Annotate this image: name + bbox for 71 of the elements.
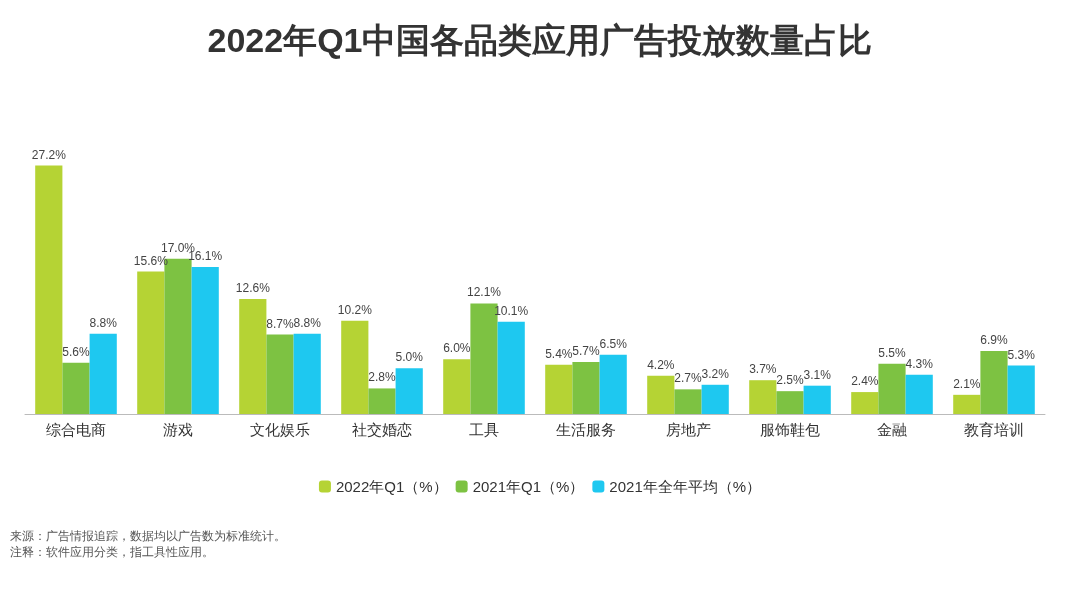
data-label: 6.5% — [599, 336, 628, 351]
data-label: 27.2% — [31, 147, 67, 162]
bar — [497, 321, 525, 414]
data-label: 5.0% — [395, 350, 424, 365]
data-label: 2.5% — [776, 373, 804, 388]
bar — [749, 380, 777, 414]
bar — [35, 165, 63, 414]
bar — [137, 271, 165, 414]
data-label: 3.2% — [701, 366, 730, 381]
data-label: 10.2% — [337, 302, 373, 317]
bar — [341, 320, 369, 414]
data-label: 3.1% — [803, 367, 832, 382]
data-label: 2.4% — [851, 374, 879, 389]
x-tick-label: 生活服务 — [556, 421, 616, 438]
bar — [674, 389, 702, 414]
x-tick-label: 教育培训 — [964, 421, 1024, 438]
data-label: 5.5% — [878, 345, 906, 360]
bar — [1007, 365, 1035, 414]
bar — [647, 375, 675, 414]
bar — [953, 394, 981, 414]
bar — [851, 392, 879, 414]
chart-title: 2022年Q1中国各品类应用广告投放数量占比 — [207, 21, 873, 59]
data-label: 5.7% — [572, 343, 600, 358]
source-note: 来源：广告情报追踪，数据均以广告数为标准统计。 — [10, 529, 286, 543]
x-tick-label: 金融 — [877, 421, 907, 438]
bar — [239, 298, 267, 414]
bar — [980, 350, 1008, 414]
data-label: 8.8% — [89, 315, 118, 330]
legend-label: 2021年全年平均（%） — [609, 478, 762, 495]
bar — [62, 362, 90, 414]
bar — [191, 266, 219, 414]
x-tick-label: 游戏 — [163, 421, 193, 438]
bar — [701, 384, 729, 414]
bar — [266, 334, 294, 414]
bar — [443, 359, 471, 414]
bar — [293, 333, 321, 414]
data-label: 15.6% — [133, 253, 169, 268]
data-label: 8.7% — [266, 316, 294, 331]
data-label: 8.8% — [293, 315, 322, 330]
bar — [776, 391, 804, 414]
x-tick-label: 社交婚恋 — [352, 421, 412, 438]
x-tick-label: 房地产 — [665, 421, 711, 438]
x-tick-label: 服饰鞋包 — [760, 421, 820, 438]
data-label: 2.7% — [674, 371, 702, 386]
legend-label: 2021年Q1（%） — [472, 478, 585, 495]
x-tick-label: 工具 — [469, 421, 499, 438]
data-label: 2.8% — [368, 370, 396, 385]
data-label: 12.6% — [235, 280, 271, 295]
legend-label: 2022年Q1（%） — [335, 478, 448, 495]
data-label: 3.7% — [749, 362, 777, 377]
bar — [395, 368, 423, 414]
bar — [878, 363, 906, 414]
data-label: 4.3% — [905, 356, 934, 371]
data-label: 6.0% — [443, 341, 471, 356]
data-label: 2.1% — [953, 376, 981, 391]
bar — [905, 374, 933, 414]
bar — [89, 333, 117, 414]
x-tick-label: 文化娱乐 — [250, 421, 310, 438]
data-label: 5.4% — [545, 346, 573, 361]
x-tick-label: 综合电商 — [46, 421, 106, 438]
bar — [545, 364, 573, 414]
bar — [803, 385, 831, 414]
bar — [572, 361, 600, 414]
data-label: 6.9% — [980, 332, 1008, 347]
data-label: 12.1% — [466, 285, 502, 300]
text: 注释：软件应用分类，指工具性应用。 — [10, 545, 214, 559]
data-label: 5.3% — [1007, 347, 1036, 362]
bar — [599, 354, 627, 414]
data-label: 5.6% — [62, 344, 90, 359]
bar — [368, 388, 396, 414]
data-label: 4.2% — [647, 357, 675, 372]
